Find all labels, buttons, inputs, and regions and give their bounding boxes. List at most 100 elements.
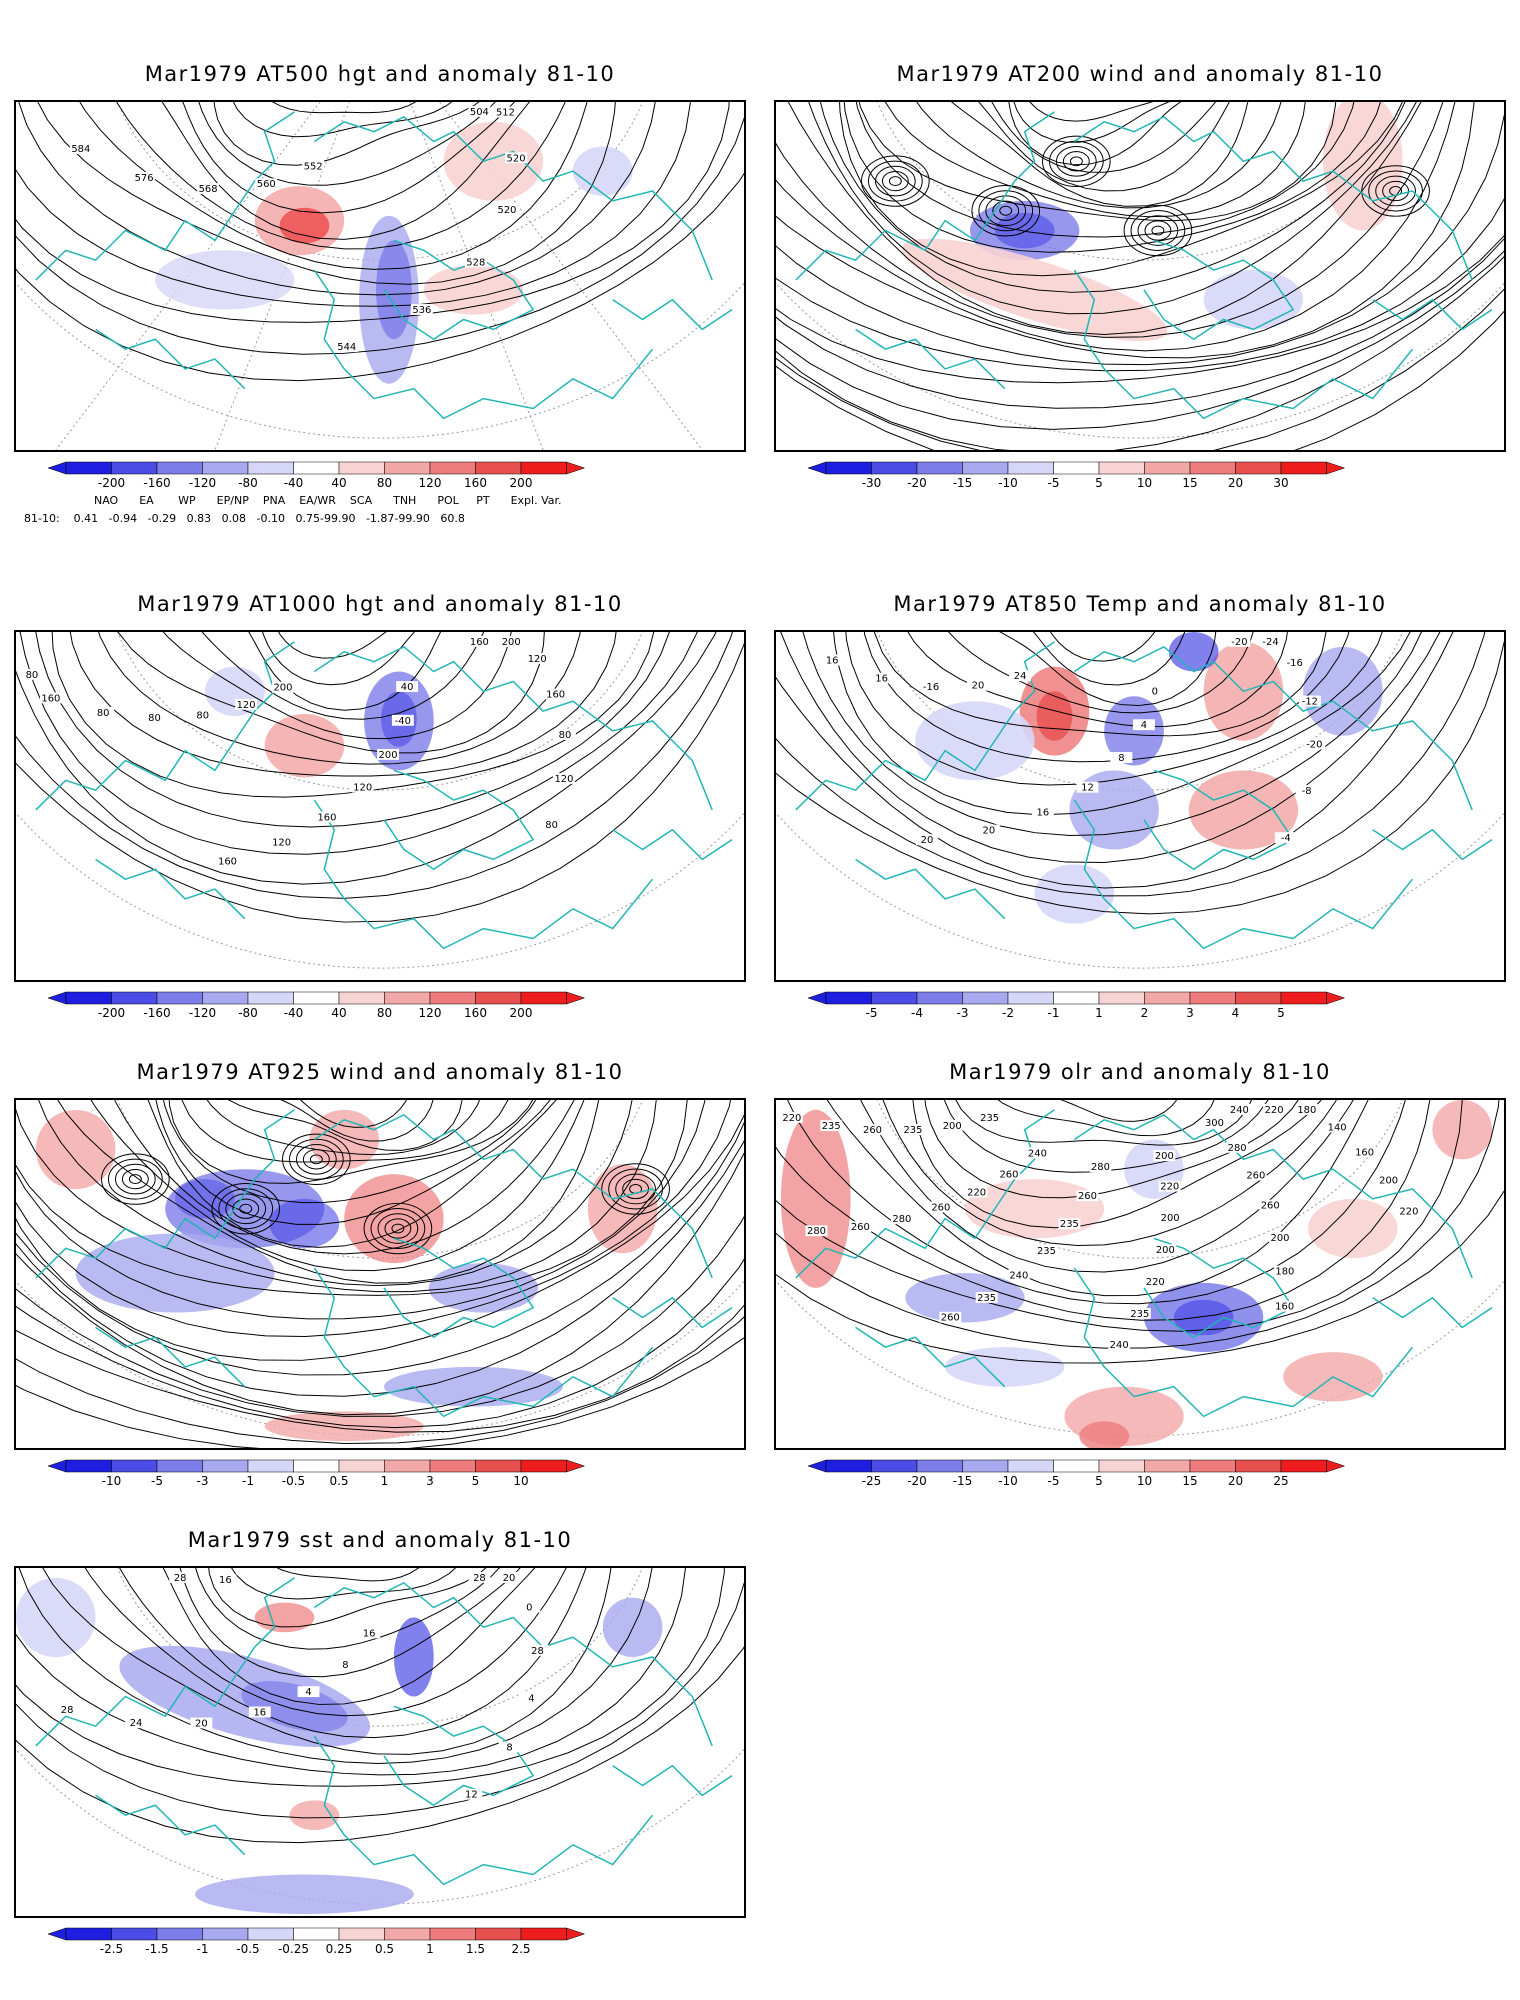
map-olr: 240 220 180 140 160 200 220 300 280 260 260 200 180 1… — [774, 1098, 1506, 1450]
colorbar-swatch — [1007, 461, 1054, 475]
colorbar-tick-label: -4 — [911, 1006, 923, 1020]
colorbar-swatch — [429, 991, 476, 1005]
colorbar-swatch — [475, 461, 522, 475]
colorbar-swatch — [65, 1927, 112, 1941]
index-pna: PNA — [262, 494, 286, 507]
contour-line — [162, 1568, 536, 1705]
contour-label: 560 — [257, 179, 276, 190]
contour-line — [161, 102, 530, 240]
contour-label-bg — [1259, 1199, 1282, 1211]
colorbar-swatch — [962, 461, 1009, 475]
contour-label-bg — [929, 1201, 952, 1213]
contour-line — [858, 102, 1337, 222]
colorbar-tick-label: -1 — [242, 1474, 254, 1488]
coastline — [1372, 298, 1493, 331]
contour-label-bg — [410, 304, 433, 315]
contour-label: 240 — [1009, 1270, 1028, 1281]
colorbar-swatch — [520, 1927, 567, 1941]
colorbar: -30 -20 -15 -10 -5 5 10 15 20 30 — [774, 460, 1506, 490]
colorbar-low-arrow — [47, 1459, 67, 1473]
colorbar-swatch — [962, 991, 1009, 1005]
contour-line — [162, 632, 512, 740]
coastline — [612, 1296, 733, 1329]
contour-label: 120 — [353, 783, 372, 794]
colorbar-tick-label: 20 — [1228, 1474, 1243, 1488]
colorbar-swatch — [384, 991, 431, 1005]
contour-label: 8 — [342, 1660, 348, 1671]
panel-title: Mar1979 AT500 hgt and anomaly 81-10 — [144, 62, 616, 86]
vortex-contour — [295, 1143, 337, 1175]
vortex-contour — [232, 1198, 260, 1219]
panel-at850-temp: Mar1979 AT850 Temp and anomaly 81-10 — [774, 588, 1506, 1028]
vortex-contour — [1382, 180, 1410, 202]
panel-at1000-hgt: Mar1979 AT1000 hgt and anomaly 81-10 160… — [14, 588, 746, 1028]
vortex-contour — [1368, 170, 1423, 212]
vortex-contour — [978, 190, 1034, 232]
contour-line — [843, 102, 1381, 253]
contour-label-bg — [520, 1692, 543, 1704]
contour-label-bg — [214, 1574, 237, 1586]
index-sca: SCA — [349, 494, 373, 507]
colorbar-tick-label: -1.5 — [145, 1942, 168, 1956]
panel-title: Mar1979 AT200 wind and anomaly 81-10 — [896, 62, 1384, 86]
colorbar-tick-label: 25 — [1273, 1474, 1288, 1488]
contour-line — [16, 1568, 725, 1787]
index-row-label: 81-10: — [24, 512, 60, 525]
index-ea: EA — [139, 494, 154, 507]
contour-line — [845, 632, 1383, 786]
colorbar-tick-label: 160 — [464, 476, 487, 490]
contour-label-bg — [1259, 635, 1282, 647]
contour-label: 40 — [401, 682, 414, 693]
colorbar-swatch — [825, 991, 872, 1005]
colorbar-tick-label: -20 — [907, 476, 927, 490]
contour-label: 240 — [1110, 1340, 1129, 1351]
colorbar-tick-label: 80 — [377, 1006, 392, 1020]
contour-label: 4 — [528, 1693, 534, 1704]
index-epnp: EP/NP — [216, 494, 249, 507]
contour-label-bg — [396, 681, 419, 692]
contour-line — [117, 632, 545, 754]
contour-line — [57, 1100, 600, 1284]
coastline — [313, 115, 713, 281]
vortex-contour — [363, 1202, 433, 1255]
colorbar-swatch — [111, 991, 158, 1005]
vortex-contour — [101, 1153, 170, 1205]
contour-label: 20 — [195, 1718, 208, 1729]
index-tnh: TNH — [393, 494, 417, 507]
contour-label-bg — [890, 1213, 913, 1225]
coastline — [1073, 799, 1414, 950]
contour-label-bg — [351, 781, 374, 793]
contour-label: 120 — [272, 838, 291, 849]
vortex-contour — [985, 195, 1027, 227]
coastline — [1372, 1296, 1493, 1329]
contour-label-bg — [1159, 1212, 1182, 1224]
contour-line — [155, 1100, 551, 1225]
coastline — [383, 769, 535, 871]
colorbar-swatch — [1053, 991, 1100, 1005]
map-svg: 504 512 520 520 528 536 544 552 560 568 576 584 — [16, 102, 744, 450]
contour-line — [776, 102, 1456, 352]
contour-label-bg — [358, 1627, 381, 1639]
contour-label: 220 — [1160, 1182, 1179, 1193]
panel-at200-wind: Mar1979 AT200 wind and anomaly 81-10 -30… — [774, 58, 1506, 498]
colorbar-tick-label: -160 — [143, 476, 170, 490]
contour-label: 552 — [304, 161, 323, 172]
contour-label: 16 — [253, 1707, 266, 1718]
index-pt: PT — [476, 494, 490, 507]
contour-label-bg — [316, 811, 338, 823]
contour-line — [271, 102, 417, 114]
coastline — [313, 1267, 654, 1418]
vortex-contour — [211, 1183, 281, 1235]
contour-label: 160 — [317, 812, 336, 823]
coastline — [313, 799, 654, 950]
colorbar-tick-label: 5 — [1095, 476, 1103, 490]
colorbar-tick-label: -25 — [862, 1474, 882, 1488]
map-svg: 240 220 180 140 160 200 220 300 280 260 260 200 180 1… — [776, 1100, 1504, 1448]
colorbar-swatch — [65, 1459, 112, 1473]
vortex-contour — [1055, 145, 1097, 177]
contour-label: 235 — [977, 1293, 996, 1304]
contour-line — [114, 1100, 575, 1255]
vortex-contour — [391, 1223, 405, 1234]
contour-label: 520 — [507, 153, 526, 164]
colorbar-swatch — [247, 461, 294, 475]
